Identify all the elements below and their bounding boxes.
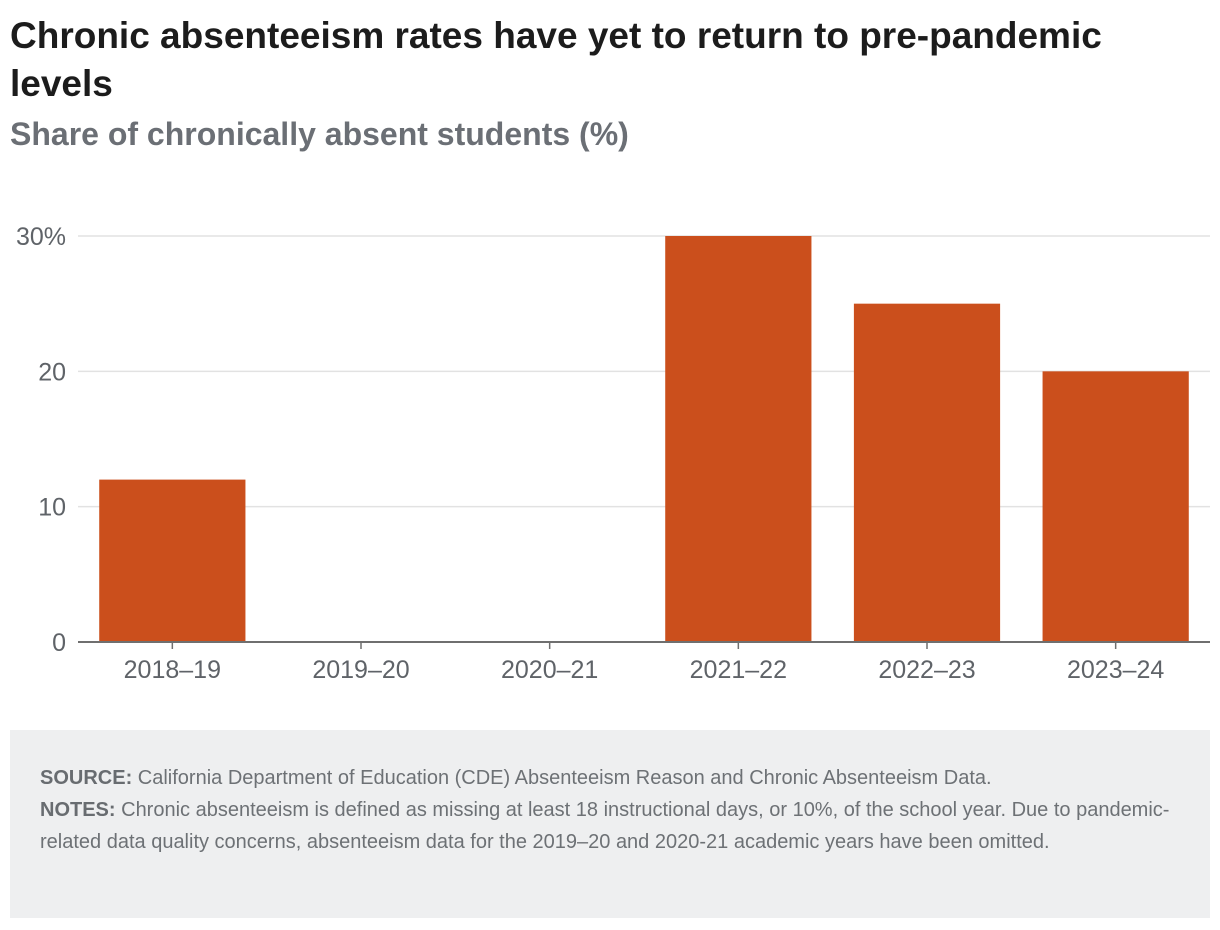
- bars: [99, 236, 1189, 642]
- chart-subtitle: Share of chronically absent students (%): [10, 116, 629, 152]
- y-tick-label: 10: [38, 494, 66, 522]
- source-line: SOURCE: California Department of Educati…: [40, 762, 1180, 794]
- source-label: SOURCE:: [40, 767, 133, 789]
- bar-chart: 0 10 20 30% 2018–19 2019–20 2020–21 2021–22 202…: [16, 223, 1210, 684]
- x-tick-label: 2018–19: [124, 656, 221, 684]
- x-tick-label: 2020–21: [501, 656, 598, 684]
- x-tick-label: 2019–20: [312, 656, 409, 684]
- bar-2021–22: [665, 236, 812, 642]
- y-tick-label: 0: [52, 629, 66, 657]
- notes-line: NOTES: Chronic absenteeism is defined as…: [40, 794, 1180, 858]
- y-tick-label: 20: [38, 358, 66, 386]
- chart-title: Chronic absenteeism rates have yet to re…: [10, 15, 1102, 104]
- bar-2018–19: [99, 479, 246, 642]
- source-notes-panel: SOURCE: California Department of Educati…: [10, 730, 1210, 918]
- notes-text: Chronic absenteeism is defined as missin…: [40, 799, 1170, 853]
- gridlines: [78, 235, 1210, 508]
- notes-label: NOTES:: [40, 799, 116, 821]
- y-tick-label: 30%: [16, 223, 66, 251]
- source-text: California Department of Education (CDE)…: [132, 767, 992, 789]
- x-tick-label: 2023–24: [1067, 656, 1164, 684]
- x-tick-label: 2022–23: [878, 656, 975, 684]
- bar-2022–23: [853, 303, 1001, 642]
- x-tick-label: 2021–22: [690, 656, 787, 684]
- y-tick-labels: 0 10 20 30%: [16, 223, 66, 657]
- bar-2023–24: [1042, 371, 1189, 642]
- x-tick-labels: 2018–19 2019–20 2020–21 2021–22 2022–23 2023–…: [124, 642, 1164, 684]
